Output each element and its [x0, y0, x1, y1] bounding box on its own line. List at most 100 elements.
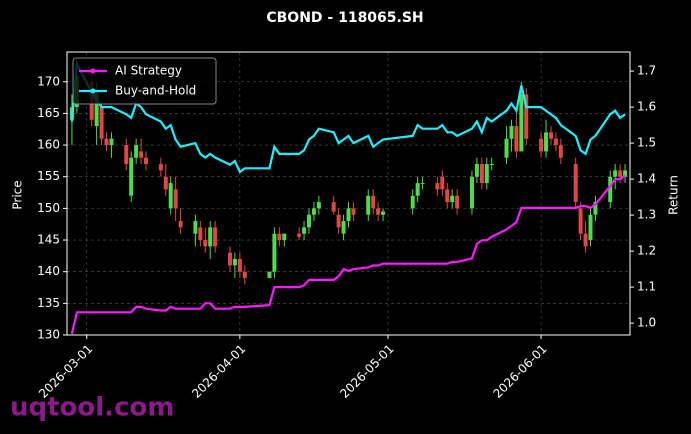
candle-body [618, 170, 623, 177]
candle-body [474, 164, 479, 177]
candle-body [316, 202, 321, 209]
candle-body [302, 227, 307, 234]
candle-body [376, 208, 381, 215]
candle-body [144, 157, 149, 165]
candle-body [237, 259, 242, 272]
y2-tick-label: 1.5 [637, 136, 656, 150]
candle-body [104, 138, 109, 146]
plot-frame [66, 51, 631, 336]
candle-body [124, 145, 129, 165]
candle-body [415, 183, 420, 196]
candle-body [445, 189, 450, 203]
legend-label: Buy-and-Hold [115, 84, 196, 98]
candle-body [553, 138, 558, 146]
candle-body [232, 259, 237, 266]
y2-tick-label: 1.3 [637, 208, 656, 222]
candle-body [623, 170, 628, 177]
candle-body [134, 145, 139, 158]
candle-body [558, 145, 563, 158]
y-tick-label: 140 [37, 264, 60, 278]
candle-body [588, 214, 593, 241]
candle-body [489, 164, 494, 166]
candle-body [346, 208, 351, 222]
candle-body [479, 164, 484, 184]
candle-body [544, 132, 549, 152]
y2-tick-label: 1.4 [637, 172, 656, 186]
candle-body [168, 183, 173, 209]
candle-body [573, 164, 578, 203]
y-tick-label: 145 [37, 233, 60, 247]
candle-body [336, 214, 341, 228]
candle-body [331, 202, 336, 212]
candle-body [435, 183, 440, 190]
y-tick-label: 165 [37, 106, 60, 120]
candle-body [341, 221, 346, 234]
candle-body [277, 233, 282, 241]
y2-tick-label: 1.2 [637, 244, 656, 258]
candle-body [213, 227, 218, 247]
candle-body [514, 126, 519, 152]
candle-body [208, 227, 213, 247]
candle-body [613, 170, 618, 177]
y-tick-label: 150 [37, 201, 60, 215]
candle-body [509, 126, 514, 139]
y-axis-label: Price [11, 180, 25, 209]
candle-body [593, 202, 598, 215]
y2-tick-label: 1.0 [637, 316, 656, 330]
candle-body [548, 132, 553, 139]
candle-body [139, 151, 144, 158]
candle-body [158, 164, 163, 171]
y-tick-label: 155 [37, 169, 60, 183]
y2-tick-label: 1.7 [637, 64, 656, 78]
candle-body [306, 214, 311, 228]
return-line [70, 60, 626, 174]
return-line [70, 174, 626, 335]
candle-body [99, 107, 104, 139]
watermark: uqtool.com [10, 393, 174, 423]
y2-tick-label: 1.6 [637, 100, 656, 114]
candle-body [203, 240, 208, 247]
candle-body [484, 164, 489, 184]
candle-body [242, 271, 247, 279]
candle-body [504, 138, 509, 158]
y-tick-label: 135 [37, 296, 60, 310]
candle-body [366, 195, 371, 215]
legend-marker [90, 88, 96, 94]
candle-body [455, 195, 460, 209]
candle-body [583, 233, 588, 247]
candle-body [178, 221, 183, 228]
candle-body [109, 138, 114, 146]
y-tick-label: 160 [37, 138, 60, 152]
y2-tick-label: 1.1 [637, 280, 656, 294]
candle-body [193, 221, 198, 234]
candle-body [267, 271, 272, 279]
candle-body [163, 176, 168, 190]
legend-label: AI Strategy [115, 64, 182, 78]
candle-body [351, 208, 356, 215]
y-tick-label: 130 [37, 328, 60, 342]
candle-body [198, 227, 203, 241]
legend: AI Strategy Buy-and-Hold [72, 57, 217, 105]
candle-body [608, 176, 613, 203]
candle-body [450, 195, 455, 203]
candle-body [440, 176, 445, 190]
candle-body [410, 195, 415, 209]
candle-body [272, 233, 277, 272]
y-tick-label: 170 [37, 74, 60, 88]
legend-marker [90, 68, 96, 74]
candle-body [297, 233, 302, 237]
candle-body [371, 195, 376, 209]
y2-axis-label: Return [667, 175, 681, 215]
candle-body [381, 211, 386, 215]
candle-body [524, 94, 529, 139]
candle-body [227, 252, 232, 266]
candle-body [469, 176, 474, 209]
candle-body [94, 94, 99, 127]
candle-body [173, 189, 178, 209]
chart-title: CBOND - 118065.SH [266, 10, 423, 26]
candle-body [539, 138, 544, 152]
candle-body [311, 208, 316, 215]
candle-body [519, 94, 524, 152]
legend-box [72, 57, 217, 105]
candle-body [282, 233, 287, 241]
